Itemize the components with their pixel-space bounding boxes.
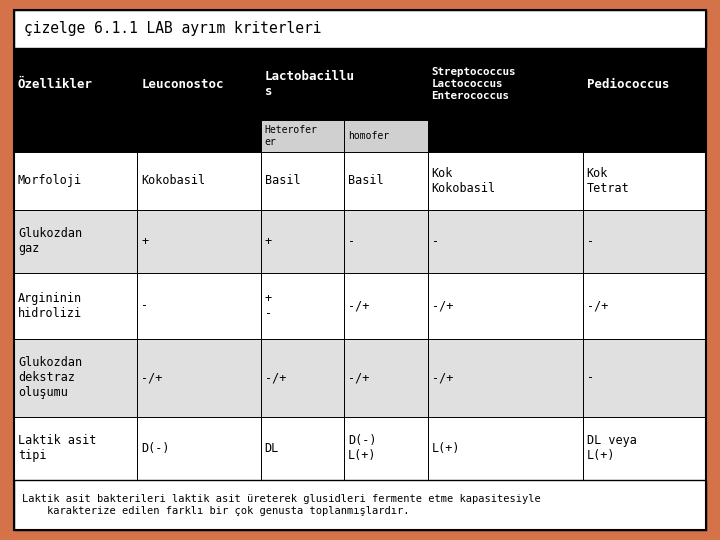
Text: -/+: -/+	[348, 372, 369, 384]
Text: -: -	[587, 235, 594, 248]
Bar	[344, 152, 428, 210]
Text: -: -	[141, 299, 148, 313]
Text: Lactobacillu
s: Lactobacillu s	[264, 70, 354, 98]
Text: +: +	[141, 235, 148, 248]
Bar	[582, 120, 706, 152]
Text: Laktik asit
tipi: Laktik asit tipi	[18, 434, 96, 462]
Text: Heterofer
er: Heterofer er	[264, 125, 318, 147]
Text: -/+: -/+	[141, 372, 163, 384]
Text: +
-: + -	[264, 292, 271, 320]
Bar	[261, 210, 344, 273]
Text: -/+: -/+	[431, 299, 453, 313]
Bar	[261, 120, 344, 152]
Bar	[428, 339, 582, 417]
Bar	[428, 417, 582, 480]
Text: Özellikler: Özellikler	[18, 78, 93, 91]
Bar	[14, 10, 706, 48]
Bar	[14, 120, 138, 152]
Bar	[344, 273, 428, 339]
Bar	[428, 48, 582, 120]
Text: DL veya
L(+): DL veya L(+)	[587, 434, 636, 462]
Bar	[14, 48, 138, 120]
Bar	[138, 120, 261, 152]
Text: +: +	[264, 235, 271, 248]
Bar	[14, 210, 138, 273]
Bar	[14, 273, 138, 339]
Bar	[138, 48, 261, 120]
Bar	[14, 152, 138, 210]
Bar	[582, 273, 706, 339]
Bar	[138, 210, 261, 273]
Bar	[344, 210, 428, 273]
Bar	[344, 120, 428, 152]
Text: Leuconostoc: Leuconostoc	[141, 78, 224, 91]
Bar	[138, 339, 261, 417]
Bar	[261, 152, 344, 210]
Bar	[582, 210, 706, 273]
Text: D(-): D(-)	[141, 442, 170, 455]
Text: Glukozdan
gaz: Glukozdan gaz	[18, 227, 82, 255]
Text: Morfoloji: Morfoloji	[18, 174, 82, 187]
Text: çizelge 6.1.1 LAB ayrım kriterleri: çizelge 6.1.1 LAB ayrım kriterleri	[24, 22, 322, 37]
Bar	[582, 339, 706, 417]
Text: -/+: -/+	[587, 299, 608, 313]
Bar	[138, 152, 261, 210]
Bar	[261, 417, 344, 480]
Text: Pediococcus: Pediococcus	[587, 78, 669, 91]
Text: -/+: -/+	[431, 372, 453, 384]
Text: Argininin
hidrolizi: Argininin hidrolizi	[18, 292, 82, 320]
Bar	[138, 417, 261, 480]
Text: Basil: Basil	[264, 174, 300, 187]
Bar	[14, 480, 706, 530]
Bar	[261, 48, 428, 120]
Text: Glukozdan
dekstraz
oluşumu: Glukozdan dekstraz oluşumu	[18, 356, 82, 400]
Bar	[14, 339, 138, 417]
Bar	[428, 210, 582, 273]
Bar	[428, 152, 582, 210]
Bar	[582, 417, 706, 480]
Bar	[138, 273, 261, 339]
Bar	[344, 417, 428, 480]
Text: Kok
Kokobasil: Kok Kokobasil	[431, 167, 496, 195]
Text: Laktik asit bakterileri laktik asit üreterek glusidleri fermente etme kapasitesi: Laktik asit bakterileri laktik asit üret…	[22, 494, 541, 516]
Text: Streptococcus
Lactococcus
Enterococcus: Streptococcus Lactococcus Enterococcus	[431, 68, 516, 100]
Text: -: -	[348, 235, 355, 248]
Bar	[261, 339, 344, 417]
Bar	[14, 417, 138, 480]
Text: -/+: -/+	[264, 372, 286, 384]
Text: -: -	[431, 235, 438, 248]
Bar	[428, 120, 582, 152]
Bar	[344, 339, 428, 417]
Bar	[428, 273, 582, 339]
Text: DL: DL	[264, 442, 279, 455]
Bar	[582, 48, 706, 120]
Text: -/+: -/+	[348, 299, 369, 313]
Text: D(-)
L(+): D(-) L(+)	[348, 434, 377, 462]
Bar	[582, 152, 706, 210]
Text: Kokobasil: Kokobasil	[141, 174, 205, 187]
Text: -: -	[587, 372, 594, 384]
Bar	[261, 273, 344, 339]
Text: homofer: homofer	[348, 131, 390, 141]
Text: Kok
Tetrat: Kok Tetrat	[587, 167, 629, 195]
Text: L(+): L(+)	[431, 442, 460, 455]
Text: Basil: Basil	[348, 174, 384, 187]
